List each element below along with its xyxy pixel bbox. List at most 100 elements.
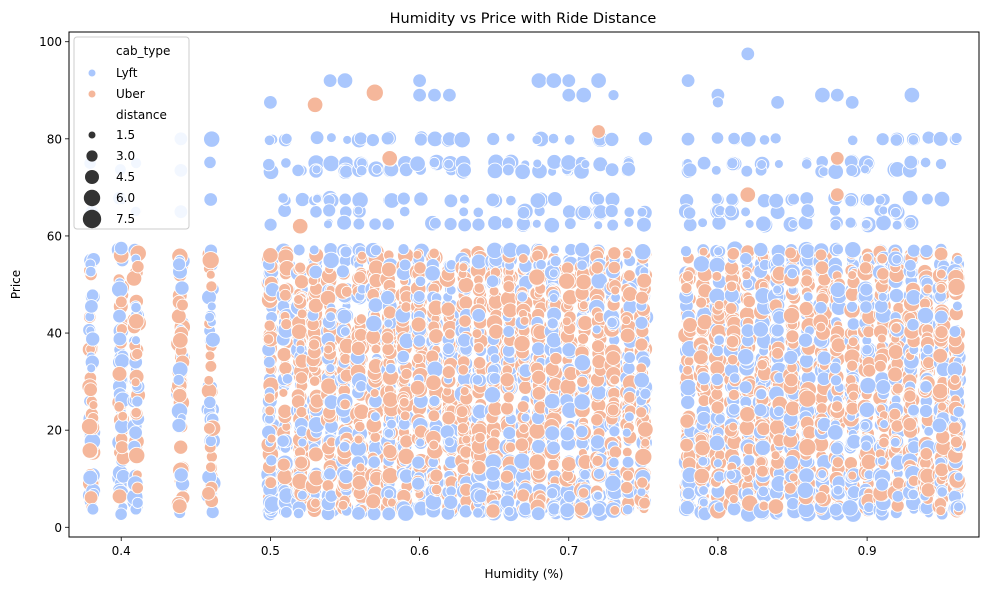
data-point-lyft: [906, 318, 920, 332]
data-point-uber: [381, 466, 399, 485]
data-point-lyft: [543, 216, 561, 234]
data-point-lyft: [708, 434, 726, 452]
data-point-lyft: [279, 505, 293, 519]
data-point-uber: [296, 308, 308, 320]
data-point-uber: [888, 407, 902, 421]
data-point-lyft: [544, 425, 561, 442]
data-point-lyft: [322, 203, 337, 218]
data-point-uber: [606, 403, 620, 417]
data-point-uber: [531, 369, 547, 385]
data-point-uber: [412, 249, 423, 260]
data-point-uber: [711, 270, 723, 282]
data-point-uber: [682, 364, 693, 376]
data-point-lyft: [486, 274, 500, 288]
data-point-lyft: [262, 157, 276, 172]
data-point-lyft: [502, 325, 516, 338]
data-point-lyft: [546, 487, 559, 500]
data-point-lyft: [309, 130, 325, 145]
data-point-uber: [131, 260, 145, 274]
data-point-uber: [623, 269, 636, 282]
data-point-lyft: [770, 323, 785, 338]
data-point-lyft: [338, 468, 354, 485]
data-point-lyft: [326, 132, 337, 143]
data-point-uber: [887, 366, 903, 383]
data-point-lyft: [636, 206, 648, 218]
data-point-lyft: [488, 372, 502, 385]
data-point-uber: [266, 433, 277, 444]
data-point-lyft: [903, 154, 919, 170]
data-point-lyft: [411, 455, 426, 470]
data-point-lyft: [786, 497, 800, 511]
data-point-lyft: [829, 218, 842, 232]
data-point-uber: [577, 315, 594, 331]
data-point-uber: [788, 472, 799, 483]
data-point-lyft: [503, 505, 515, 517]
data-point-uber: [428, 439, 440, 451]
data-point-lyft: [907, 403, 920, 417]
data-point-lyft: [580, 159, 591, 170]
data-point-lyft: [710, 131, 725, 145]
data-point-lyft: [381, 217, 395, 231]
data-point-lyft: [740, 164, 754, 178]
data-point-uber: [455, 405, 469, 418]
data-point-lyft: [744, 218, 755, 229]
data-point-uber: [458, 262, 469, 273]
data-point-lyft: [590, 434, 606, 450]
data-point-lyft: [573, 354, 592, 372]
data-point-uber: [264, 405, 276, 417]
data-point-uber: [848, 390, 859, 402]
data-point-uber: [635, 290, 650, 305]
data-point-lyft: [698, 485, 709, 496]
data-point-lyft: [457, 217, 472, 233]
data-point-uber: [573, 501, 589, 517]
scatter-points: [80, 46, 967, 523]
data-point-lyft: [754, 439, 772, 457]
data-point-lyft: [891, 253, 903, 265]
data-point-uber: [590, 413, 604, 427]
data-point-lyft: [263, 217, 278, 232]
data-point-uber: [427, 409, 441, 423]
data-point-uber: [831, 456, 844, 469]
data-point-uber: [499, 469, 514, 484]
data-point-lyft: [714, 413, 726, 425]
data-point-uber: [846, 359, 859, 372]
data-point-lyft: [443, 216, 458, 231]
data-point-lyft: [713, 470, 726, 483]
data-point-lyft: [471, 374, 484, 386]
data-point-uber: [111, 488, 128, 505]
data-point-uber: [399, 410, 411, 422]
data-point-lyft: [832, 484, 844, 496]
data-point-lyft: [203, 155, 217, 170]
data-point-lyft: [130, 301, 142, 314]
data-point-uber: [683, 355, 695, 367]
data-point-uber: [756, 358, 768, 371]
data-point-lyft: [529, 192, 547, 209]
data-point-lyft: [755, 215, 772, 232]
data-point-uber: [337, 499, 349, 511]
data-point-uber: [758, 500, 770, 512]
data-point-lyft: [831, 243, 844, 256]
data-point-lyft: [728, 372, 741, 384]
data-point-lyft: [860, 218, 872, 230]
data-point-lyft: [500, 216, 514, 230]
data-point-uber: [891, 476, 906, 490]
data-point-lyft: [906, 243, 921, 258]
data-point-uber: [549, 351, 563, 366]
data-point-lyft: [604, 203, 619, 218]
data-point-uber: [474, 431, 486, 444]
data-point-uber: [710, 387, 724, 401]
data-point-uber: [621, 446, 633, 458]
data-point-lyft: [516, 206, 531, 220]
data-point-uber: [430, 483, 443, 496]
data-point-lyft: [292, 507, 305, 520]
data-point-lyft: [604, 162, 620, 177]
data-point-uber: [635, 406, 648, 419]
data-point-lyft: [380, 131, 395, 146]
data-point-uber: [815, 402, 828, 415]
data-point-uber: [609, 505, 621, 516]
data-point-uber: [528, 268, 546, 286]
data-point-lyft: [604, 131, 620, 147]
data-point-uber: [577, 487, 590, 499]
data-point-lyft: [486, 162, 504, 180]
data-point-uber: [680, 281, 693, 295]
